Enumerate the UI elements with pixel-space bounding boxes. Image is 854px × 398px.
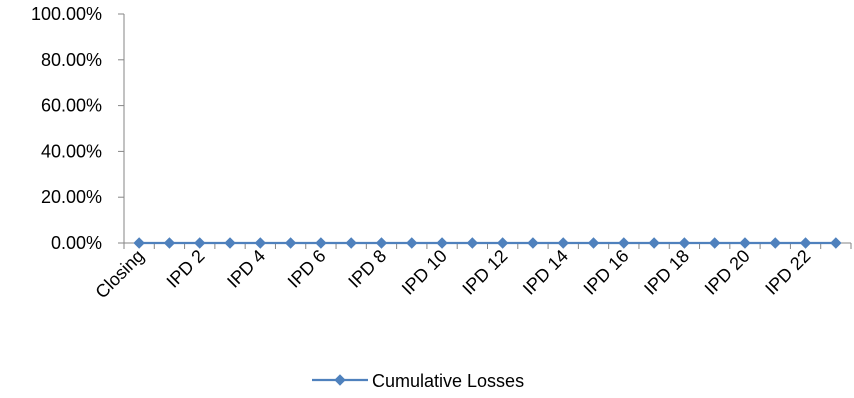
x-tick-label: IPD 4 — [223, 246, 269, 292]
x-tick-label: IPD 6 — [284, 246, 330, 292]
x-tick-label: IPD 20 — [701, 246, 754, 299]
data-point — [345, 237, 357, 249]
legend-marker — [334, 374, 346, 386]
data-point — [739, 237, 751, 249]
x-tick-label: Closing — [91, 246, 148, 303]
data-point — [830, 237, 842, 249]
y-tick-label: 40.00% — [41, 141, 102, 161]
x-tick-label: IPD 12 — [458, 246, 511, 299]
data-point — [163, 237, 176, 249]
data-point — [133, 237, 145, 249]
x-axis-ticks: Closing IPD 2 IPD 4 IPD 6 IPD 8 IPD 10 IPD 12 I… — [91, 243, 852, 303]
data-point — [557, 237, 569, 249]
data-point — [769, 237, 781, 249]
x-tick-label: IPD 8 — [344, 246, 390, 292]
data-point — [708, 237, 721, 249]
data-point — [284, 237, 297, 249]
data-point — [375, 237, 388, 249]
y-axis-ticks: 0.00% 20.00% 40.00% 60.00% 80.00% 100.00% — [31, 4, 124, 253]
y-tick-label: 0.00% — [51, 233, 102, 253]
x-tick-label: IPD 18 — [640, 246, 693, 299]
x-tick-label: IPD 2 — [163, 246, 209, 292]
data-point — [527, 237, 539, 249]
y-tick-label: 20.00% — [41, 187, 102, 207]
data-point — [466, 237, 479, 249]
legend: Cumulative Losses — [312, 371, 524, 391]
data-point — [678, 237, 691, 249]
data-point — [406, 237, 418, 249]
data-point — [648, 237, 660, 249]
y-tick-label: 60.00% — [41, 96, 102, 116]
x-tick-label: IPD 16 — [580, 246, 633, 299]
x-tick-label: IPD 14 — [519, 246, 572, 299]
data-point — [436, 237, 448, 249]
data-point — [224, 237, 236, 249]
data-point — [587, 237, 600, 249]
x-tick-label: IPD 22 — [761, 246, 814, 299]
data-point — [496, 237, 509, 249]
data-point — [618, 237, 630, 249]
axes — [123, 14, 851, 244]
data-point — [315, 237, 327, 249]
data-point — [194, 237, 206, 249]
x-tick-label: IPD 10 — [398, 246, 451, 299]
series-layer — [133, 237, 842, 249]
data-point — [254, 237, 267, 249]
data-point — [799, 237, 812, 249]
y-tick-label: 80.00% — [41, 50, 102, 70]
legend-label: Cumulative Losses — [372, 371, 524, 391]
y-tick-label: 100.00% — [31, 4, 102, 24]
